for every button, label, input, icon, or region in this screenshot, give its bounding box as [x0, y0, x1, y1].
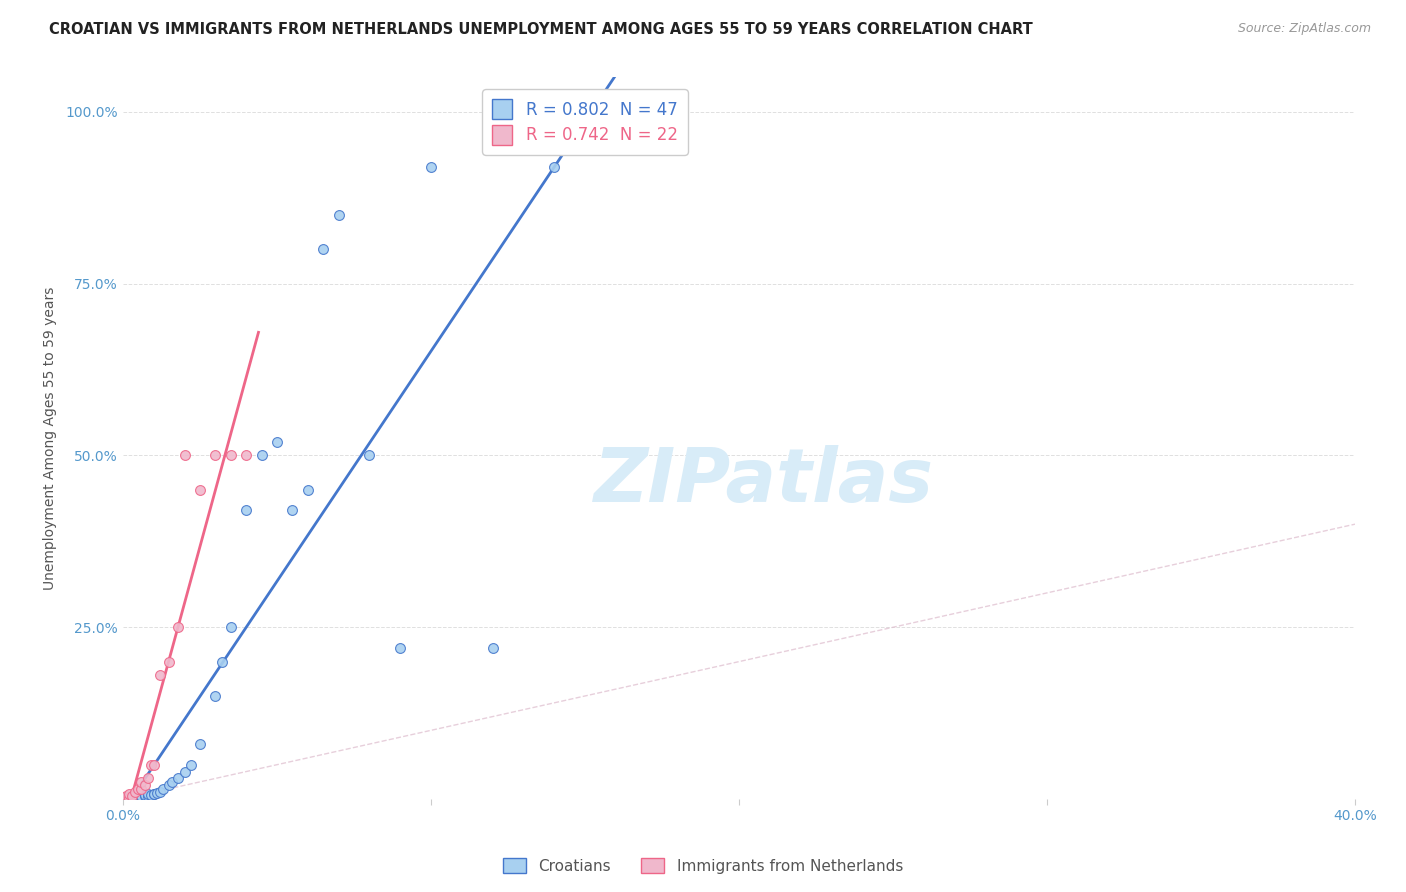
Point	[481, 640, 503, 655]
Point	[124, 785, 146, 799]
Point	[121, 791, 143, 805]
Point	[136, 772, 159, 786]
Point	[250, 449, 273, 463]
Point	[266, 434, 288, 449]
Point	[173, 449, 195, 463]
Text: ZIPatlas: ZIPatlas	[593, 445, 934, 518]
Point	[219, 449, 242, 463]
Point	[134, 788, 156, 802]
Point	[115, 791, 138, 805]
Point	[149, 785, 172, 799]
Point	[127, 789, 149, 804]
Point	[180, 757, 202, 772]
Point	[115, 791, 138, 805]
Point	[149, 668, 172, 682]
Legend: R = 0.802  N = 47, R = 0.742  N = 22: R = 0.802 N = 47, R = 0.742 N = 22	[482, 89, 688, 154]
Point	[131, 789, 153, 803]
Point	[115, 790, 138, 805]
Point	[420, 160, 443, 174]
Point	[115, 789, 138, 804]
Point	[328, 208, 350, 222]
Text: Source: ZipAtlas.com: Source: ZipAtlas.com	[1237, 22, 1371, 36]
Point	[131, 781, 153, 796]
Point	[167, 620, 190, 634]
Point	[121, 790, 143, 805]
Point	[121, 789, 143, 803]
Point	[204, 689, 226, 703]
Point	[142, 787, 165, 801]
Point	[118, 787, 141, 801]
Point	[160, 775, 183, 789]
Point	[134, 778, 156, 792]
Point	[131, 789, 153, 804]
Point	[235, 503, 257, 517]
Point	[167, 772, 190, 786]
Point	[139, 788, 162, 802]
Point	[543, 160, 565, 174]
Point	[118, 791, 141, 805]
Y-axis label: Unemployment Among Ages 55 to 59 years: Unemployment Among Ages 55 to 59 years	[44, 286, 58, 590]
Point	[134, 789, 156, 804]
Point	[118, 790, 141, 805]
Point	[127, 789, 149, 804]
Point	[204, 449, 226, 463]
Point	[152, 781, 174, 796]
Point	[281, 503, 304, 517]
Point	[389, 640, 412, 655]
Point	[124, 790, 146, 805]
Point	[121, 789, 143, 804]
Point	[127, 781, 149, 796]
Point	[312, 242, 335, 256]
Point	[235, 449, 257, 463]
Point	[219, 620, 242, 634]
Point	[188, 483, 211, 497]
Point	[173, 764, 195, 779]
Point	[146, 786, 169, 800]
Point	[136, 787, 159, 801]
Point	[124, 789, 146, 804]
Point	[211, 655, 233, 669]
Point	[139, 757, 162, 772]
Point	[142, 757, 165, 772]
Point	[359, 449, 381, 463]
Point	[127, 789, 149, 803]
Point	[115, 789, 138, 803]
Point	[121, 789, 143, 804]
Point	[115, 791, 138, 805]
Point	[157, 655, 180, 669]
Point	[142, 787, 165, 801]
Point	[157, 778, 180, 792]
Legend: Croatians, Immigrants from Netherlands: Croatians, Immigrants from Netherlands	[496, 852, 910, 880]
Point	[188, 737, 211, 751]
Text: CROATIAN VS IMMIGRANTS FROM NETHERLANDS UNEMPLOYMENT AMONG AGES 55 TO 59 YEARS C: CROATIAN VS IMMIGRANTS FROM NETHERLANDS …	[49, 22, 1033, 37]
Point	[136, 789, 159, 803]
Point	[297, 483, 319, 497]
Point	[118, 790, 141, 805]
Point	[131, 775, 153, 789]
